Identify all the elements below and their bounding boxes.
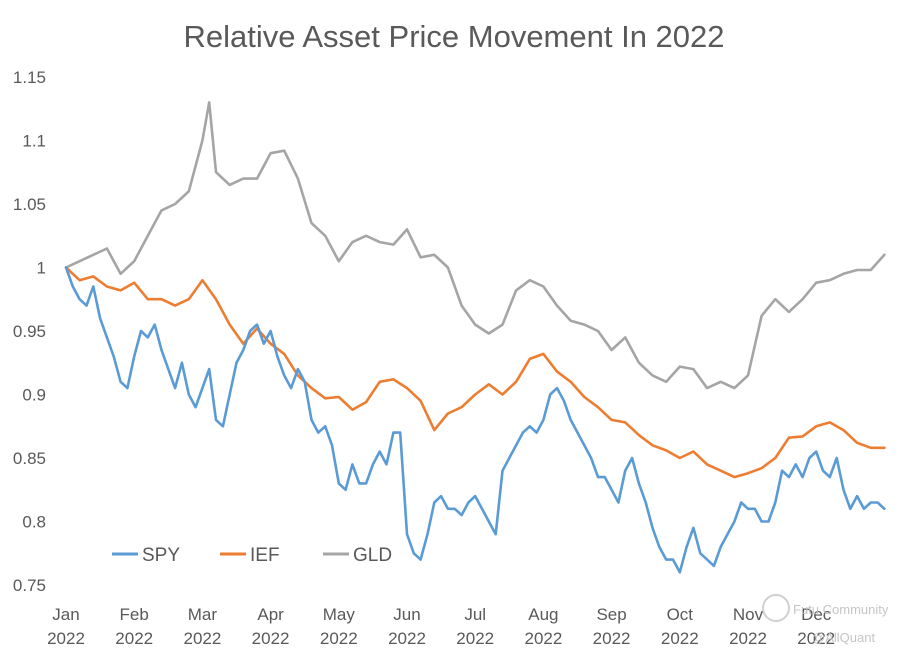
legend: SPY IEF GLD xyxy=(112,545,392,566)
series-line-ief xyxy=(64,266,886,479)
x-tick-year: 2022 xyxy=(47,629,85,648)
series-lines xyxy=(64,101,886,574)
x-tick-month: Jun xyxy=(393,605,420,624)
x-tick-year: 2022 xyxy=(661,629,699,648)
x-tick-year: 2022 xyxy=(252,629,290,648)
x-tick-year: 2022 xyxy=(456,629,494,648)
x-tick-month: Apr xyxy=(257,605,284,624)
x-tick-year: 2022 xyxy=(593,629,631,648)
x-tick-month: Feb xyxy=(120,605,149,624)
watermark-text: Futu Community xyxy=(793,602,889,617)
x-tick-year: 2022 xyxy=(797,629,835,648)
y-tick-label: 1.1 xyxy=(22,132,46,151)
x-tick-year: 2022 xyxy=(729,629,767,648)
x-tick-month: Jul xyxy=(464,605,486,624)
y-tick-label: 1.15 xyxy=(13,68,46,87)
x-tick-month: Nov xyxy=(733,605,764,624)
y-tick-label: 0.8 xyxy=(22,513,46,532)
x-tick-year: 2022 xyxy=(320,629,358,648)
watermark-handle: @AllQuant xyxy=(812,630,875,645)
x-tick-year: 2022 xyxy=(183,629,221,648)
x-tick-month: Mar xyxy=(188,605,218,624)
y-tick-label: 0.75 xyxy=(13,576,46,595)
watermark: Futu Community @AllQuant xyxy=(762,594,889,645)
y-tick-label: 0.85 xyxy=(13,449,46,468)
x-tick-year: 2022 xyxy=(524,629,562,648)
y-axis-ticks: 0.75 0.8 0.85 0.9 0.95 1 1.05 1.1 1.15 xyxy=(13,68,46,595)
x-tick-month: May xyxy=(323,605,356,624)
legend-label-ief: IEF xyxy=(250,545,280,566)
x-tick-month: Jan xyxy=(52,605,79,624)
y-tick-label: 1 xyxy=(37,259,46,278)
chart-title: Relative Asset Price Movement In 2022 xyxy=(183,19,724,54)
x-tick-month: Aug xyxy=(528,605,558,624)
x-tick-year: 2022 xyxy=(388,629,426,648)
x-tick-month: Sep xyxy=(596,605,626,624)
series-line-spy xyxy=(64,266,886,574)
x-tick-month: Oct xyxy=(667,605,694,624)
legend-label-gld: GLD xyxy=(353,545,392,566)
x-tick-month: Dec xyxy=(801,605,832,624)
y-tick-label: 1.05 xyxy=(13,195,46,214)
x-axis-ticks: Jan 2022 Feb 2022 Mar 2022 Apr 2022 May 2022 Jun 20… xyxy=(47,605,835,648)
x-tick-year: 2022 xyxy=(115,629,153,648)
legend-label-spy: SPY xyxy=(142,545,180,566)
y-tick-label: 0.9 xyxy=(22,386,46,405)
series-line-gld xyxy=(64,101,886,390)
y-tick-label: 0.95 xyxy=(13,322,46,341)
watermark-logo-icon xyxy=(762,594,790,622)
